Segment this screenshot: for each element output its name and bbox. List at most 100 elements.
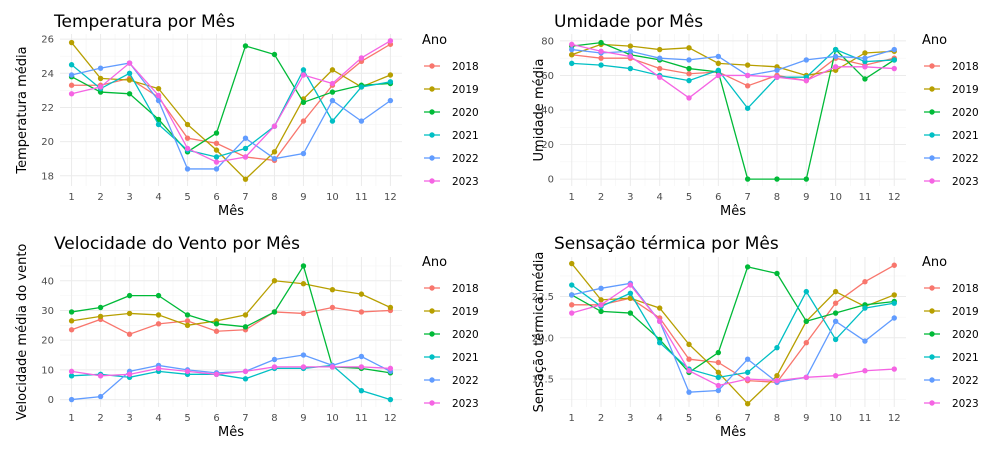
data-point (97, 304, 104, 311)
data-point (686, 356, 692, 362)
legend-item: 2023 (924, 176, 979, 188)
major-gridlines (560, 34, 906, 186)
data-point (656, 55, 663, 61)
data-point (686, 368, 692, 374)
data-point (184, 322, 191, 329)
y-axis-title: Velocidade média do vento (15, 244, 30, 421)
data-point (242, 376, 249, 382)
x-tick-label: 12 (384, 413, 397, 424)
data-point (387, 304, 394, 311)
x-tick-label: 4 (657, 413, 663, 424)
series-line (71, 62, 391, 170)
legend-label: 2018 (452, 61, 479, 73)
x-axis-title: Mês (720, 204, 746, 219)
data-point (97, 393, 104, 400)
data-point (744, 401, 751, 407)
x-tick-label: 6 (213, 192, 219, 203)
y-tick-label: 22 (41, 103, 54, 114)
data-point (715, 53, 722, 60)
legend-label: 2019 (952, 84, 979, 96)
x-tick-label: 4 (155, 192, 161, 203)
data-point (569, 46, 575, 53)
x-tick-label: 7 (242, 413, 248, 424)
series-line (571, 264, 895, 383)
legend-key-point (929, 86, 935, 92)
data-point (862, 305, 868, 311)
y-tick-label: 20 (541, 140, 554, 151)
series-line (71, 280, 391, 326)
data-point (68, 91, 75, 97)
legend-key-point (429, 354, 435, 360)
series-2023 (569, 282, 897, 389)
data-point (832, 46, 839, 53)
data-point (715, 72, 722, 79)
legend-key-point (429, 63, 435, 69)
legend: Ano 2018 2019 2020 2021 2022 2023 (422, 33, 479, 188)
data-point (300, 72, 307, 78)
data-point (686, 341, 692, 348)
series-2018 (569, 262, 897, 385)
data-point (213, 154, 220, 160)
data-point (744, 105, 751, 111)
x-tick-label: 3 (126, 192, 132, 203)
x-tick-label: 11 (859, 192, 872, 203)
x-axis-title: Mês (218, 204, 244, 219)
legend-label: 2021 (952, 352, 979, 364)
data-point (891, 366, 897, 372)
legend-item: 2021 (424, 130, 479, 142)
data-point (686, 389, 692, 395)
x-tick-label: 3 (627, 413, 633, 424)
x-tick-label: 2 (97, 413, 103, 424)
y-tick-label: 20 (41, 336, 54, 347)
series-line (71, 366, 391, 377)
data-point (803, 176, 810, 182)
data-point (598, 39, 604, 46)
data-point (891, 46, 897, 53)
data-point (862, 368, 868, 374)
data-point (598, 285, 604, 292)
data-point (184, 121, 191, 128)
data-point (68, 62, 75, 68)
data-point (686, 77, 692, 84)
data-point (832, 310, 839, 316)
data-point (598, 48, 604, 54)
legend: Ano 2018 2019 2020 2021 2022 2023 (922, 33, 979, 188)
y-tick-label: 40 (541, 106, 554, 117)
legend-key-point (929, 155, 935, 161)
legend-item: 2018 (924, 61, 979, 73)
data-point (832, 336, 839, 343)
legend-key-point (929, 132, 935, 138)
data-point (387, 396, 394, 403)
series-2019 (68, 39, 394, 182)
legend-label: 2023 (952, 176, 979, 188)
x-tick-label: 12 (888, 413, 901, 424)
data-point (832, 372, 839, 379)
data-point (862, 50, 868, 56)
data-point (598, 302, 604, 308)
data-point (832, 288, 839, 295)
data-point (832, 318, 839, 324)
data-point (126, 331, 133, 337)
data-point (155, 312, 162, 318)
data-point (68, 72, 75, 78)
data-point (126, 371, 133, 378)
data-point (569, 52, 575, 58)
data-point (242, 145, 249, 152)
data-point (271, 155, 278, 162)
legend-label: 2023 (452, 398, 479, 410)
data-point (329, 80, 336, 87)
legend-item: 2019 (924, 306, 979, 318)
data-point (213, 371, 220, 378)
x-tick-label: 8 (271, 192, 277, 203)
data-point (271, 123, 278, 129)
data-point (68, 318, 75, 324)
data-point (213, 159, 220, 165)
data-point (97, 65, 104, 71)
data-point (271, 364, 278, 370)
x-tick-label: 5 (184, 413, 190, 424)
legend-key-point (429, 400, 435, 406)
data-point (891, 292, 897, 298)
x-tick-label: 3 (126, 413, 132, 424)
x-tick-label: 8 (774, 192, 780, 203)
